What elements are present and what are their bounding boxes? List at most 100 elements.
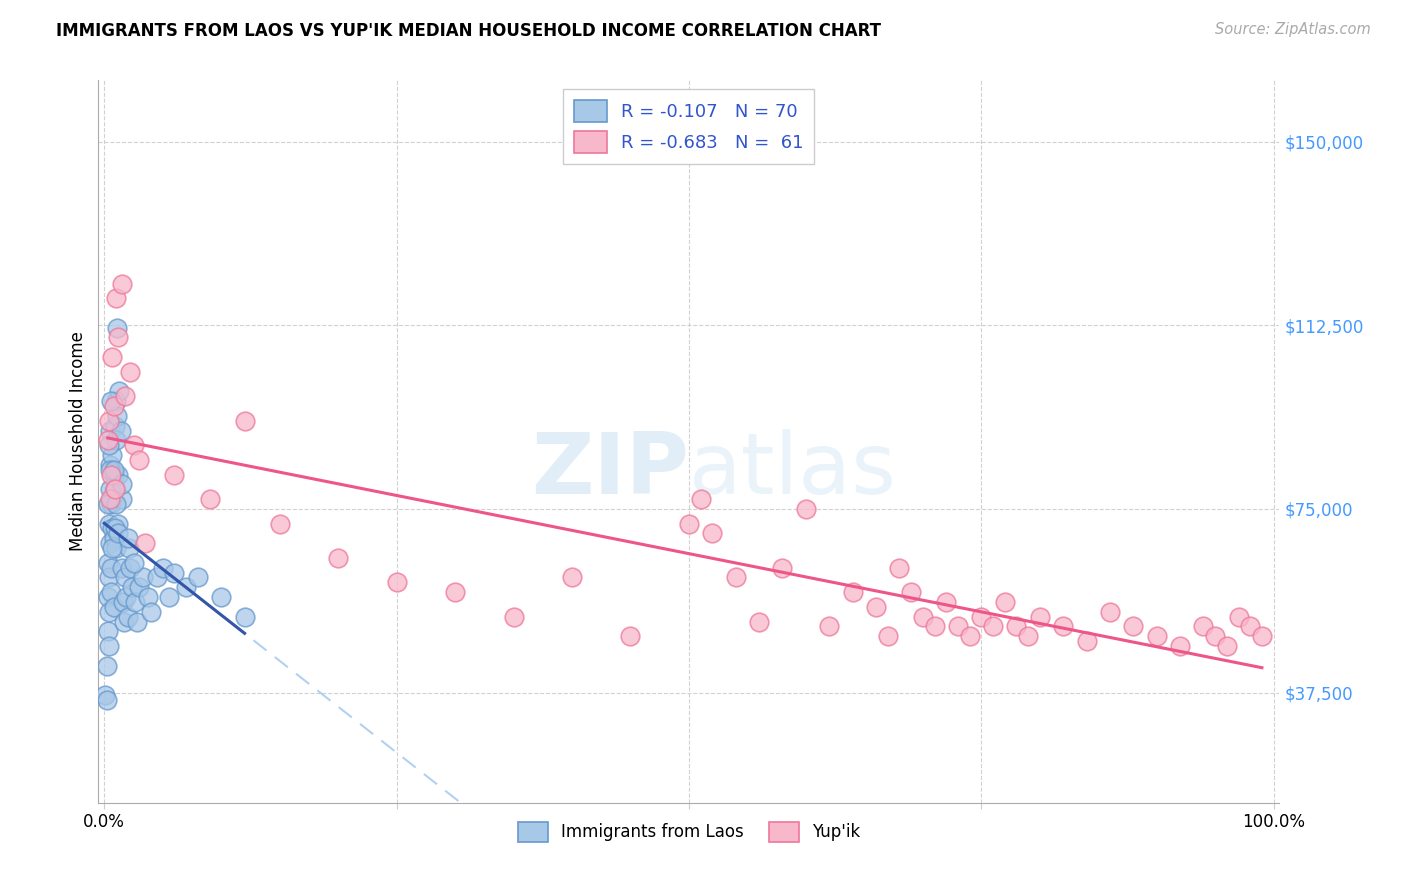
Point xyxy=(107,330,129,344)
Point xyxy=(118,541,141,555)
Point xyxy=(122,556,145,570)
Point xyxy=(97,414,120,428)
Point xyxy=(111,595,134,609)
Point xyxy=(970,609,993,624)
Point xyxy=(818,619,841,633)
Point xyxy=(900,585,922,599)
Point xyxy=(103,463,125,477)
Point xyxy=(100,467,122,482)
Point xyxy=(152,560,174,574)
Point xyxy=(163,467,186,482)
Point xyxy=(1192,619,1215,633)
Point xyxy=(994,595,1017,609)
Point xyxy=(128,453,150,467)
Point xyxy=(502,609,524,624)
Point xyxy=(174,580,197,594)
Point xyxy=(233,609,256,624)
Point xyxy=(561,570,583,584)
Point xyxy=(98,492,121,507)
Point xyxy=(794,502,817,516)
Point xyxy=(1227,609,1250,624)
Point xyxy=(101,492,124,507)
Point xyxy=(1204,629,1226,643)
Point xyxy=(101,448,124,462)
Point xyxy=(118,560,141,574)
Y-axis label: Median Household Income: Median Household Income xyxy=(69,332,87,551)
Point xyxy=(104,418,127,433)
Point xyxy=(146,570,169,584)
Point xyxy=(702,526,724,541)
Point xyxy=(198,492,221,507)
Point xyxy=(269,516,291,531)
Point xyxy=(97,590,120,604)
Point xyxy=(111,277,134,291)
Point xyxy=(97,605,120,619)
Point xyxy=(889,560,911,574)
Point xyxy=(946,619,969,633)
Point xyxy=(96,693,118,707)
Point xyxy=(97,570,120,584)
Point xyxy=(117,531,139,545)
Point xyxy=(111,560,134,574)
Point xyxy=(115,590,138,604)
Point xyxy=(959,629,981,643)
Point xyxy=(209,590,232,604)
Point xyxy=(724,570,747,584)
Point xyxy=(125,615,148,629)
Point xyxy=(103,399,125,413)
Point xyxy=(103,599,125,614)
Point xyxy=(98,483,121,497)
Point xyxy=(97,516,120,531)
Legend: Immigrants from Laos, Yup'ik: Immigrants from Laos, Yup'ik xyxy=(510,815,868,848)
Point xyxy=(98,458,121,472)
Point xyxy=(112,615,135,629)
Point xyxy=(94,688,117,702)
Point xyxy=(841,585,863,599)
Point xyxy=(1239,619,1261,633)
Point xyxy=(772,560,794,574)
Point xyxy=(104,291,127,305)
Point xyxy=(1076,634,1098,648)
Point xyxy=(876,629,898,643)
Point xyxy=(139,605,162,619)
Point xyxy=(103,467,125,482)
Point xyxy=(103,531,125,545)
Point xyxy=(98,463,121,477)
Point xyxy=(1216,639,1239,653)
Point xyxy=(748,615,770,629)
Point xyxy=(104,394,127,409)
Point xyxy=(163,566,186,580)
Point xyxy=(104,483,127,497)
Point xyxy=(1029,609,1052,624)
Point xyxy=(97,639,120,653)
Text: Source: ZipAtlas.com: Source: ZipAtlas.com xyxy=(1215,22,1371,37)
Point xyxy=(689,492,711,507)
Point xyxy=(444,585,467,599)
Text: IMMIGRANTS FROM LAOS VS YUP'IK MEDIAN HOUSEHOLD INCOME CORRELATION CHART: IMMIGRANTS FROM LAOS VS YUP'IK MEDIAN HO… xyxy=(56,22,882,40)
Point xyxy=(136,590,159,604)
Point xyxy=(1017,629,1039,643)
Point xyxy=(132,570,155,584)
Point xyxy=(1168,639,1191,653)
Point xyxy=(122,438,145,452)
Point xyxy=(128,580,150,594)
Point xyxy=(935,595,957,609)
Point xyxy=(100,497,122,511)
Point xyxy=(118,365,141,379)
Point xyxy=(911,609,934,624)
Point xyxy=(114,570,136,584)
Point xyxy=(100,394,122,409)
Point xyxy=(97,434,120,448)
Point xyxy=(98,536,121,550)
Point xyxy=(101,350,124,364)
Point xyxy=(100,560,122,574)
Point xyxy=(124,595,146,609)
Point xyxy=(97,497,120,511)
Point xyxy=(111,492,134,507)
Point xyxy=(110,424,132,438)
Point xyxy=(385,575,408,590)
Point xyxy=(121,580,143,594)
Point xyxy=(100,585,122,599)
Point xyxy=(1122,619,1144,633)
Point xyxy=(96,658,118,673)
